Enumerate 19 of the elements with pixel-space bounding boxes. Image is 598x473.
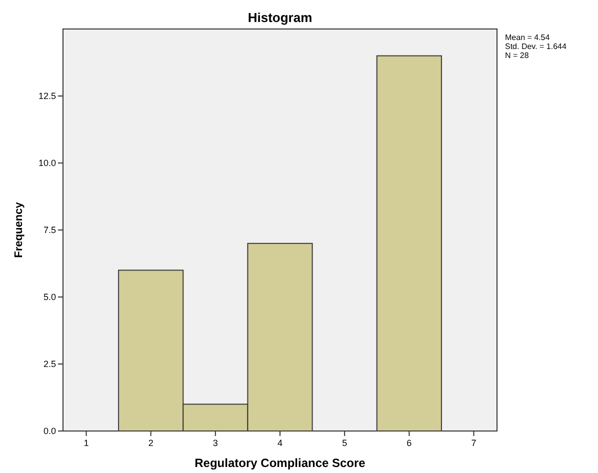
text: Mean = 4.54 (505, 33, 550, 42)
chart-title: Histogram (248, 10, 312, 25)
y-tick-label: 0.0 (43, 426, 56, 436)
x-axis-title: Regulatory Compliance Score (194, 456, 366, 470)
x-tick-label: 4 (277, 438, 283, 448)
x-tick-label: 3 (212, 438, 218, 448)
x-tick-label: 5 (342, 438, 348, 448)
y-axis-title: Frequency (13, 201, 25, 258)
y-tick-label: 10.0 (38, 158, 56, 168)
x-tick-label: 6 (406, 438, 412, 448)
x-tick-label: 1 (84, 438, 89, 448)
text: N = 28 (505, 51, 530, 60)
y-tick-label: 7.5 (43, 225, 56, 236)
x-tick-label: 7 (471, 438, 476, 448)
x-tick-label: 2 (148, 438, 154, 448)
y-tick-label: 2.5 (43, 359, 56, 370)
text: Std. Dev. = 1.644 (505, 42, 567, 51)
y-tick-label: 12.5 (38, 91, 56, 102)
y-tick-label: 5.0 (43, 292, 56, 302)
